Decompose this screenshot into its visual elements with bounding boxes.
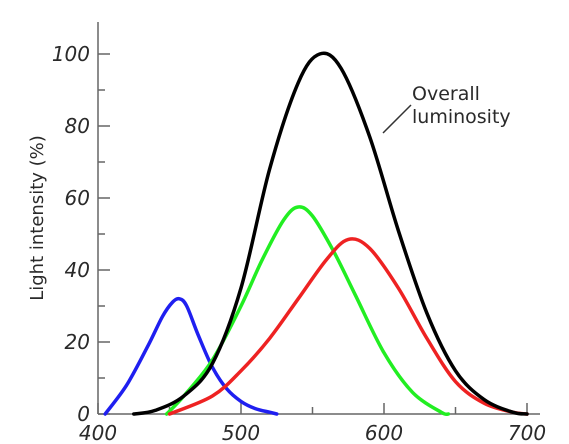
series-green-line [164,205,451,417]
ticks [97,53,528,415]
series-group [103,51,529,417]
y-axis-title: Light intensity (%) [27,135,48,301]
annotation-line-1: Overall [412,83,480,105]
y-tick-label: 100 [52,42,90,66]
y-tick-label: 60 [65,186,90,210]
series-red-line [167,237,529,416]
series-blue-line [103,296,279,416]
x-tick-label: 400 [79,421,117,444]
y-tick-label: 40 [65,258,90,282]
y-tick-label: 20 [65,330,90,354]
axes [97,22,540,415]
tick-labels: 0 20 40 60 80 100 400 500 600 700 [52,42,546,444]
x-tick-label: 700 [508,421,546,444]
x-tick-label: 600 [365,421,403,444]
series-luminosity-line [132,51,529,416]
y-tick-label: 0 [77,402,90,426]
y-tick-label: 80 [65,114,90,138]
x-tick-label: 500 [222,421,260,444]
annotation-line-2: luminosity [412,106,511,128]
annotation-leader-line [382,104,412,134]
